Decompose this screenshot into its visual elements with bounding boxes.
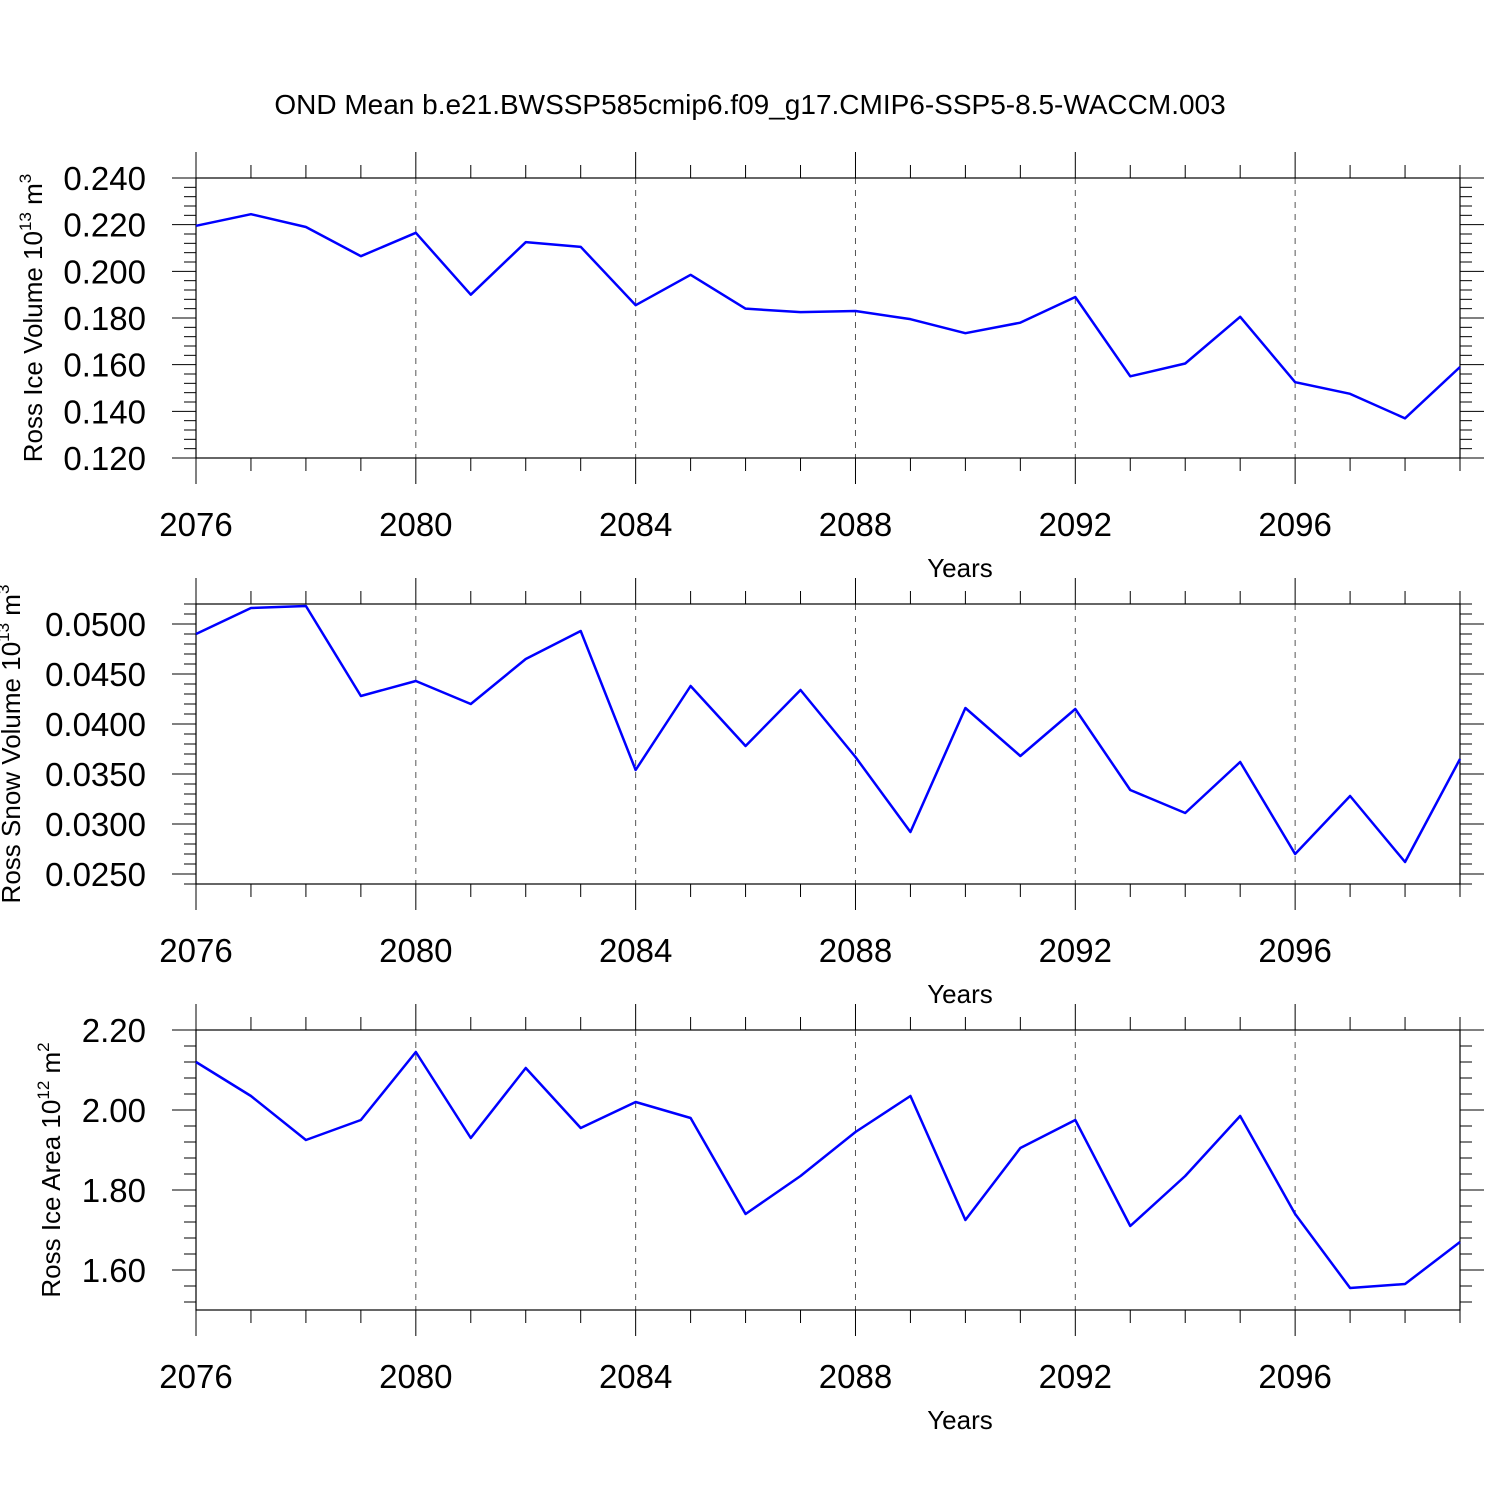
y-tick-label: 0.0400 [45, 706, 146, 743]
y-axis-title-part: Ross Ice Area 10 [36, 1100, 66, 1298]
y-tick-label: 0.140 [63, 393, 146, 430]
y-tick-label: 2.00 [82, 1092, 146, 1129]
y-tick-label: 0.120 [63, 440, 146, 477]
y-tick-label: 0.0350 [45, 756, 146, 793]
y-axis-title: Ross Snow Volume 1013 m3 [0, 585, 26, 904]
x-tick-label: 2080 [379, 1358, 452, 1395]
x-tick-label: 2088 [819, 1358, 892, 1395]
y-tick-label: 2.20 [82, 1012, 146, 1049]
x-tick-label: 2080 [379, 506, 452, 543]
plot-frame [195, 603, 1461, 885]
y-axis-title-superscript: 2 [34, 1042, 53, 1051]
y-axis-title-superscript: 3 [0, 585, 13, 594]
y-axis-title-part: m [0, 594, 26, 623]
y-axis-title-superscript: 13 [0, 623, 13, 642]
x-axis-title: Years [927, 553, 993, 583]
y-axis-title-superscript: 3 [16, 174, 35, 183]
x-tick-label: 2096 [1258, 506, 1331, 543]
y-axis-title-part: Ross Snow Volume 10 [0, 642, 26, 904]
x-tick-label: 2092 [1039, 1358, 1112, 1395]
x-tick-label: 2092 [1039, 932, 1112, 969]
series-line [195, 604, 1462, 864]
x-axis-title: Years [927, 1405, 993, 1435]
y-tick-label: 0.0500 [45, 606, 146, 643]
series-line [195, 1050, 1461, 1290]
y-tick-label: 1.80 [82, 1172, 146, 1209]
plot-frame [195, 177, 1461, 459]
panel-1: 2076 2080 2084 2088 2092 2096 0.120 0.140 0.160 0… [16, 152, 1484, 583]
y-axis-title: Ross Ice Volume 1013 m3 [16, 174, 48, 463]
x-tick-label: 2076 [159, 1358, 232, 1395]
y-tick-label: 0.200 [63, 253, 146, 290]
x-tick-label: 2096 [1258, 932, 1331, 969]
x-tick-label: 2076 [159, 932, 232, 969]
series-line [195, 212, 1461, 420]
y-axis-title-part: Ross Ice Volume 10 [18, 231, 48, 462]
y-axis-title-part: m [36, 1052, 66, 1081]
x-axis-title: Years [927, 979, 993, 1009]
y-tick-label: 0.220 [63, 207, 146, 244]
panels: 2076 2080 2084 2088 2092 2096 0.120 0.140 0.160 0… [0, 152, 1484, 1435]
x-tick-label: 2088 [819, 932, 892, 969]
x-tick-label: 2076 [159, 506, 232, 543]
x-tick-label: 2092 [1039, 506, 1112, 543]
y-axis-title-superscript: 13 [16, 212, 35, 231]
plot-frame [195, 1029, 1461, 1311]
y-tick-label: 0.180 [63, 300, 146, 337]
y-tick-label: 0.0450 [45, 656, 146, 693]
x-tick-label: 2096 [1258, 1358, 1331, 1395]
x-tick-label: 2088 [819, 506, 892, 543]
panel-2: 2076 2080 2084 2088 2092 2096 0.0250 0.0300 0.03… [0, 578, 1484, 1009]
y-tick-label: 1.60 [82, 1252, 146, 1289]
figure-title: OND Mean b.e21.BWSSP585cmip6.f09_g17.CMI… [274, 89, 1225, 120]
y-axis-title-superscript: 12 [34, 1081, 53, 1100]
y-tick-label: 0.0300 [45, 806, 146, 843]
x-tick-label: 2084 [599, 1358, 672, 1395]
y-tick-label: 0.0250 [45, 856, 146, 893]
y-axis-title-part: m [18, 183, 48, 212]
y-axis-title: Ross Ice Area 1012 m2 [34, 1042, 66, 1297]
y-tick-label: 0.160 [63, 347, 146, 384]
x-tick-label: 2084 [599, 506, 672, 543]
x-tick-label: 2080 [379, 932, 452, 969]
y-tick-label: 0.240 [63, 160, 146, 197]
panel-3: 2076 2080 2084 2088 2092 2096 1.60 1.80 2.00 2.20… [34, 1004, 1484, 1435]
x-tick-label: 2084 [599, 932, 672, 969]
